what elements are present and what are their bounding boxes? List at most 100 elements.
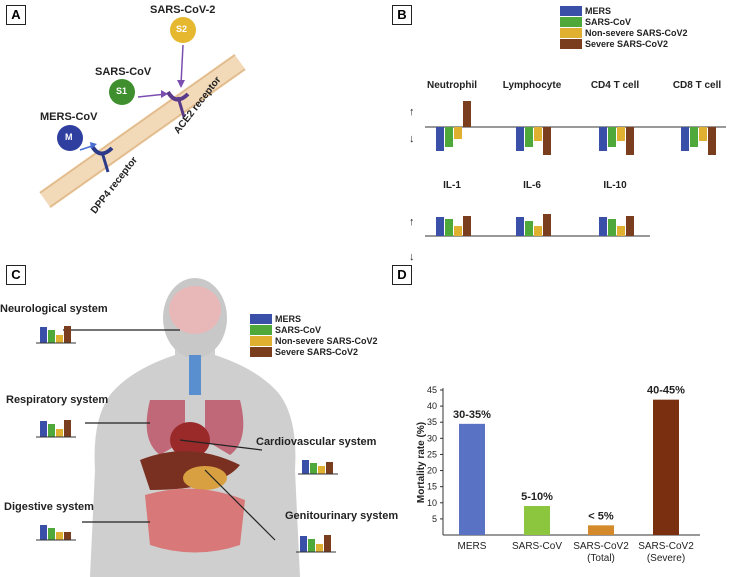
legend-label: MERS xyxy=(275,313,302,324)
mers-cov-particle xyxy=(57,125,83,151)
panel-label: C xyxy=(6,265,26,285)
cell-label: CD8 T cell xyxy=(672,80,722,91)
leader-lines xyxy=(63,329,276,541)
icon-bar xyxy=(525,127,533,147)
direction-arrow: ↑ xyxy=(409,106,415,118)
legend-label: Severe SARS-CoV2 xyxy=(275,346,359,357)
virus-badge: S2 xyxy=(176,24,188,34)
icon-bar xyxy=(463,216,471,236)
binding-arrows xyxy=(79,44,185,151)
direction-arrow: ↓ xyxy=(409,133,415,145)
legend-label: SARS-CoV xyxy=(275,324,322,335)
legend-swatch xyxy=(250,335,272,346)
cell-label: Neutrophil xyxy=(427,80,477,91)
icon-bar xyxy=(681,127,689,151)
panel-label: A xyxy=(6,5,26,25)
icon-bar xyxy=(690,127,698,147)
icon-bar xyxy=(436,127,444,151)
icon-bar xyxy=(626,216,634,236)
icon-bar xyxy=(454,127,462,139)
icon-bar xyxy=(708,127,716,155)
icon-bar xyxy=(48,330,55,343)
y-tick-label: 30 xyxy=(427,433,437,443)
legend-label: Non-severe SARS-CoV2 xyxy=(585,27,688,38)
cell-membrane xyxy=(39,53,246,209)
icon-bar xyxy=(445,219,453,236)
icon-bar xyxy=(699,127,707,141)
icon-bar xyxy=(516,217,524,236)
icon-bar xyxy=(40,525,47,540)
virus-label: SARS-CoV xyxy=(95,66,152,78)
x-tick-label: SARS-CoV2 (Severe) xyxy=(638,541,694,564)
cell-label: CD4 T cell xyxy=(590,80,640,91)
y-tick-label: 35 xyxy=(427,417,437,427)
icon-bar xyxy=(310,463,317,474)
direction-arrow: ↑ xyxy=(409,216,415,228)
icon-bar xyxy=(454,226,462,236)
bar xyxy=(524,506,550,535)
icon-bar xyxy=(302,460,309,474)
icon-bar xyxy=(326,462,333,474)
legend-swatch xyxy=(250,313,272,324)
legend-item: Severe SARS-CoV2 xyxy=(560,38,688,49)
bar xyxy=(588,525,614,535)
legend-item: MERS xyxy=(560,5,688,16)
legend: MERS SARS-CoV Non-severe SARS-CoV2 Severe S… xyxy=(250,313,378,357)
panel-label: D xyxy=(392,265,412,285)
cytokine-label: IL-1 xyxy=(443,180,461,191)
legend-label: Non-severe SARS-CoV2 xyxy=(275,335,378,346)
icon-bar xyxy=(48,528,55,540)
value-label: 40-45% xyxy=(647,385,685,397)
sars-cov-particle xyxy=(109,79,135,105)
system-label: Digestive system xyxy=(4,501,94,513)
system-label: Cardiovascular system xyxy=(256,436,377,448)
y-tick-label: 15 xyxy=(427,482,437,492)
cytokine-label: IL-6 xyxy=(523,180,541,191)
legend-swatch xyxy=(250,324,272,335)
icon-bar xyxy=(626,127,634,155)
icon-bar xyxy=(445,127,453,147)
icon-bar xyxy=(534,127,542,141)
legend-item: SARS-CoV xyxy=(250,324,378,335)
cell-label: Lymphocyte xyxy=(502,80,562,91)
icon-bar xyxy=(316,544,323,552)
cytokine-label: IL-10 xyxy=(603,180,627,191)
virus-badge: M xyxy=(65,132,73,142)
icon-bar xyxy=(318,466,325,474)
icon-bar xyxy=(534,226,542,236)
system-label: Genitourinary system xyxy=(285,510,399,522)
legend-item: Severe SARS-CoV2 xyxy=(250,346,378,357)
bar xyxy=(653,399,679,535)
legend-label: Severe SARS-CoV2 xyxy=(585,38,669,49)
legend-swatch xyxy=(560,27,582,38)
icon-bar xyxy=(617,226,625,236)
system-label: Respiratory system xyxy=(6,394,109,406)
value-label: 30-35% xyxy=(453,409,491,421)
virus-label: SARS-CoV-2 xyxy=(150,4,216,16)
icon-bar xyxy=(308,539,315,552)
icon-bar xyxy=(525,221,533,236)
legend-item: Non-severe SARS-CoV2 xyxy=(250,335,378,346)
y-tick-label: 20 xyxy=(427,466,437,476)
system-label: Neurological system xyxy=(0,303,108,315)
legend-label: SARS-CoV xyxy=(585,16,632,27)
panel-label: B xyxy=(392,5,412,25)
human-body xyxy=(90,278,300,577)
y-tick-label: 5 xyxy=(432,514,437,524)
icon-bar xyxy=(324,535,331,552)
sars-cov-2-particle xyxy=(170,17,196,43)
icon-bar xyxy=(56,335,63,343)
icon-bar xyxy=(608,127,616,147)
icon-bar xyxy=(40,327,47,343)
legend-swatch xyxy=(560,5,582,16)
icon-bar xyxy=(516,127,524,151)
bar xyxy=(459,423,485,535)
legend-swatch xyxy=(250,346,272,357)
icon-bar xyxy=(64,532,71,540)
icon-bar xyxy=(463,101,471,127)
icon-bar xyxy=(56,429,63,437)
y-tick-label: 25 xyxy=(427,449,437,459)
legend-swatch xyxy=(560,16,582,27)
